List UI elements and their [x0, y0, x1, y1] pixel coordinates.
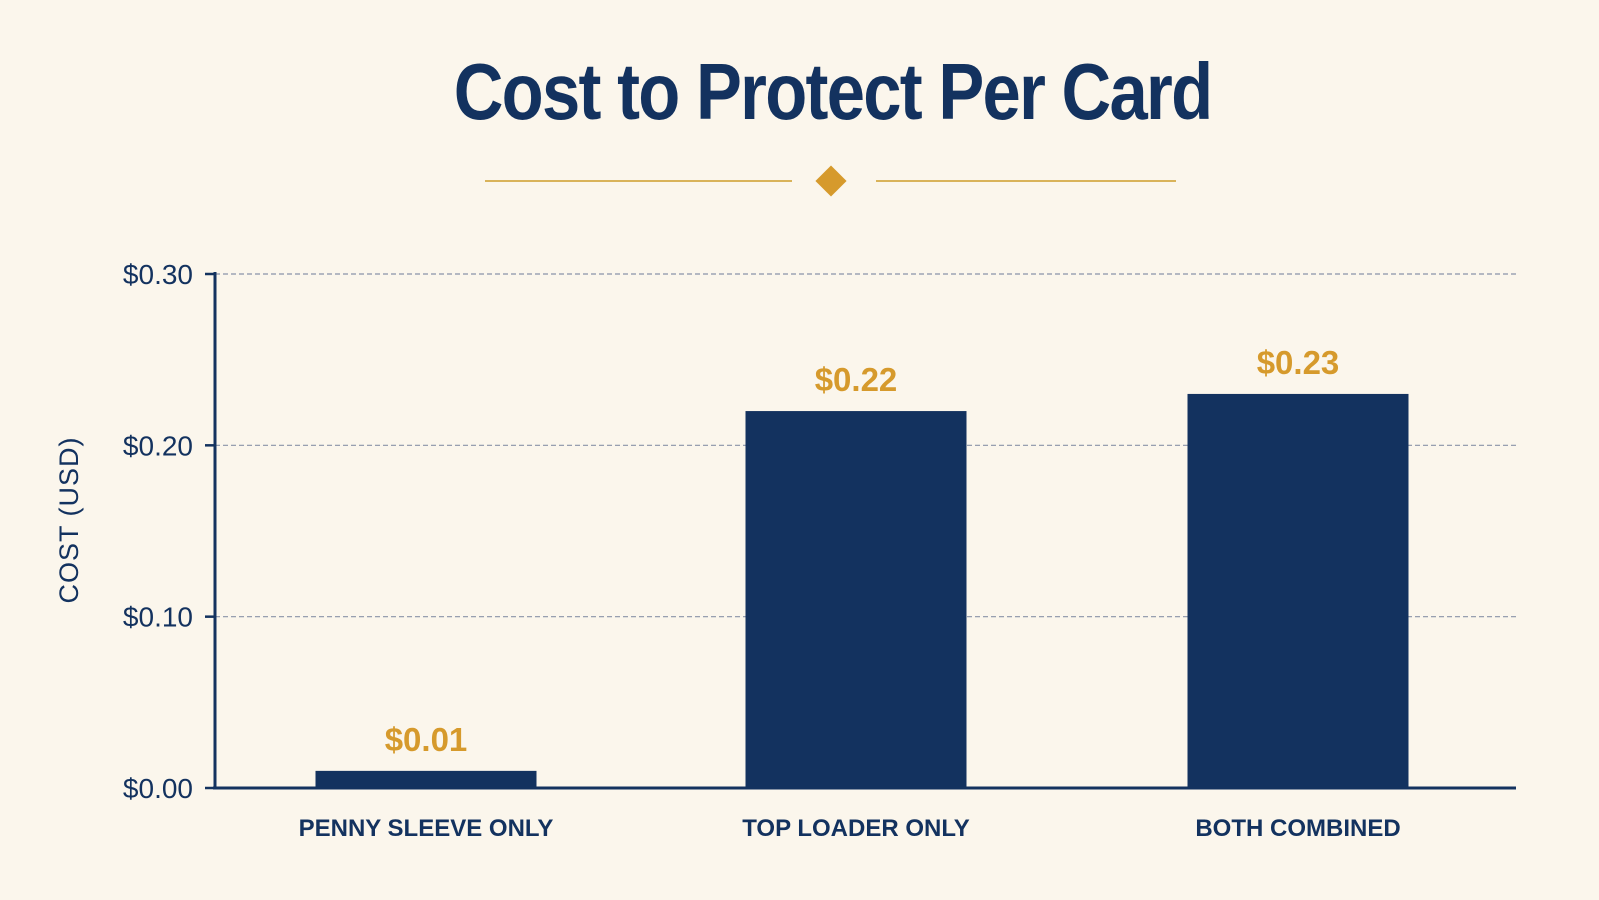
bar — [315, 770, 537, 788]
labels: $0.00 $0.10 $0.20 $0.30 $0.01 PENNY SLEEVE ON… — [123, 259, 1401, 842]
title-divider-right — [876, 180, 1176, 182]
y-tick-label: $0.30 — [123, 259, 193, 290]
x-tick-label: BOTH COMBINED — [1195, 815, 1400, 842]
y-tick-label: $0.10 — [123, 602, 193, 633]
data-label: $0.22 — [815, 361, 898, 398]
x-tick-label: PENNY SLEEVE ONLY — [299, 815, 554, 842]
y-axis-label: COST (USD) — [54, 436, 84, 603]
bar — [745, 411, 967, 788]
data-label: $0.01 — [385, 721, 468, 758]
y-tick-label: $0.00 — [123, 773, 193, 804]
x-tick-label: TOP LOADER ONLY — [742, 815, 970, 842]
bars — [315, 393, 1409, 788]
chart-title: Cost to Protect Per Card — [453, 47, 1213, 136]
title-divider-left — [485, 180, 792, 182]
y-tick-label: $0.20 — [123, 430, 193, 461]
axes — [205, 272, 1516, 790]
data-label: $0.23 — [1257, 344, 1340, 381]
bar — [1187, 393, 1409, 788]
